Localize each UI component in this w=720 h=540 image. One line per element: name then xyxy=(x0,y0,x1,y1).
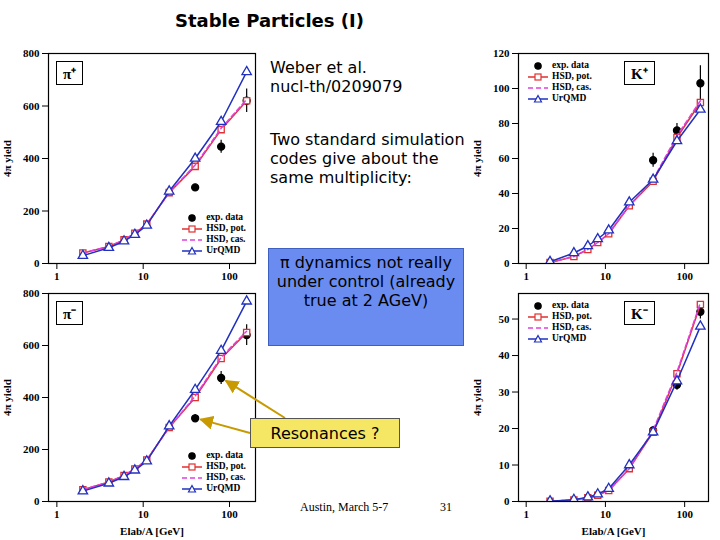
svg-text:0: 0 xyxy=(504,257,510,269)
svg-text:4π yield: 4π yield xyxy=(1,379,13,416)
svg-text:200: 200 xyxy=(23,443,40,455)
svg-text:80: 80 xyxy=(499,117,511,129)
svg-text:1: 1 xyxy=(54,270,60,282)
svg-text:20: 20 xyxy=(499,222,511,234)
html-text:exp. data: exp. data xyxy=(552,60,589,70)
html-text:π dynamics not really under co: π dynamics not really under control (alr… xyxy=(276,253,456,310)
html-text:Weber et al.: Weber et al. xyxy=(270,58,367,77)
html-text:Stable Particles (I): Stable Particles (I) xyxy=(175,10,364,31)
html-text:exp. data: exp. data xyxy=(206,212,244,222)
svg-text:40: 40 xyxy=(499,349,511,361)
html-text:HSD, cas.: HSD, cas. xyxy=(206,472,246,482)
svg-text:4π yield: 4π yield xyxy=(471,140,483,177)
svg-text:1: 1 xyxy=(54,508,60,520)
html-text:HSD, pot.: HSD, pot. xyxy=(206,223,246,233)
svg-text:400: 400 xyxy=(23,391,40,403)
html-text:HSD, pot.: HSD, pot. xyxy=(552,71,592,81)
svg-text:10: 10 xyxy=(138,270,150,282)
svg-text:10: 10 xyxy=(600,508,612,520)
svg-text:10: 10 xyxy=(600,270,612,282)
svg-text:100: 100 xyxy=(676,270,693,282)
html-text:Resonances ?: Resonances ? xyxy=(270,424,380,443)
svg-text:50: 50 xyxy=(499,313,511,325)
svg-text:600: 600 xyxy=(23,100,40,112)
svg-text:200: 200 xyxy=(23,205,40,217)
html-text:K⁺: K⁺ xyxy=(631,66,648,82)
svg-text:800: 800 xyxy=(23,287,40,299)
html-text:Two standard simulation codes: Two standard simulation codes give about… xyxy=(270,130,465,187)
html-text:UrQMD: UrQMD xyxy=(206,483,241,493)
html-text:HSD, cas.: HSD, cas. xyxy=(552,82,592,92)
svg-text:0: 0 xyxy=(504,495,510,507)
svg-text:Elab/A [GeV]: Elab/A [GeV] xyxy=(582,525,646,537)
html-text:31: 31 xyxy=(440,500,452,514)
svg-text:1: 1 xyxy=(523,270,529,282)
svg-text:10: 10 xyxy=(138,508,150,520)
html-text:π⁻: π⁻ xyxy=(63,306,77,322)
svg-text:100: 100 xyxy=(221,508,238,520)
svg-text:30: 30 xyxy=(499,386,511,398)
svg-text:100: 100 xyxy=(676,508,693,520)
html-text:HSD, pot.: HSD, pot. xyxy=(206,461,246,471)
svg-text:600: 600 xyxy=(23,339,40,351)
svg-text:20: 20 xyxy=(499,422,511,434)
svg-text:60: 60 xyxy=(499,152,511,164)
html-text:exp. data: exp. data xyxy=(552,300,589,310)
html-text:UrQMD: UrQMD xyxy=(552,333,587,343)
svg-text:100: 100 xyxy=(493,82,510,94)
html-text:HSD, pot.: HSD, pot. xyxy=(552,311,592,321)
svg-text:40: 40 xyxy=(499,187,511,199)
html-text:HSD, cas.: HSD, cas. xyxy=(206,234,246,244)
html-text:exp. data: exp. data xyxy=(206,450,244,460)
html-text:Austin, March 5-7: Austin, March 5-7 xyxy=(300,500,389,514)
html-text:nucl-th/0209079: nucl-th/0209079 xyxy=(270,77,403,96)
svg-text:10: 10 xyxy=(499,459,511,471)
svg-text:0: 0 xyxy=(34,257,40,269)
svg-text:0: 0 xyxy=(34,495,40,507)
html-text:HSD, cas.: HSD, cas. xyxy=(552,322,592,332)
svg-text:800: 800 xyxy=(23,47,40,59)
svg-text:100: 100 xyxy=(221,270,238,282)
svg-text:400: 400 xyxy=(23,152,40,164)
html-text:K⁻: K⁻ xyxy=(631,306,648,322)
html-text:UrQMD: UrQMD xyxy=(206,245,241,255)
svg-text:Elab/A [GeV]: Elab/A [GeV] xyxy=(120,525,184,537)
html-text:π⁺: π⁺ xyxy=(63,66,77,82)
html-text:UrQMD: UrQMD xyxy=(552,93,587,103)
svg-text:4π yield: 4π yield xyxy=(471,379,483,416)
svg-text:4π yield: 4π yield xyxy=(1,140,13,177)
svg-text:120: 120 xyxy=(493,47,510,59)
svg-text:1: 1 xyxy=(523,508,529,520)
